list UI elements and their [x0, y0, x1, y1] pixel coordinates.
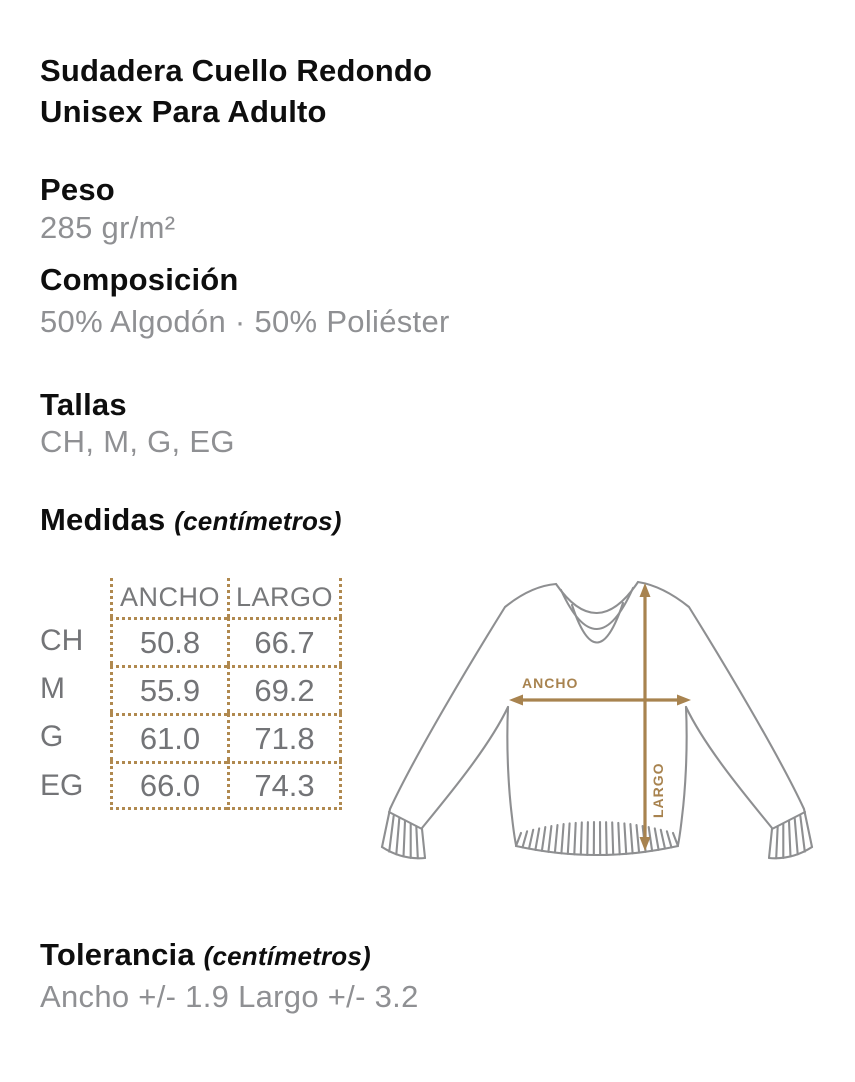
column-header-largo: LARGO: [227, 578, 342, 617]
value-g-largo: 71.8: [227, 713, 342, 761]
sweatshirt-outline: [380, 580, 814, 860]
composicion-heading: Composición: [40, 262, 239, 297]
length-measure-arrow: [639, 583, 651, 851]
tolerancia-heading-word: Tolerancia: [40, 937, 195, 972]
medidas-heading: Medidas (centímetros): [40, 502, 342, 538]
tolerancia-heading: Tolerancia (centímetros): [40, 937, 371, 973]
table-corner-cell: [40, 578, 110, 617]
tallas-value: CH, M, G, EG: [40, 424, 235, 459]
size-table: ANCHO LARGO CH 50.8 66.7 M 55.9 69.2 G 6…: [40, 578, 342, 810]
page-title: Sudadera Cuello Redondo Unisex Para Adul…: [40, 50, 432, 132]
page-title-line1: Sudadera Cuello Redondo: [40, 53, 433, 88]
tallas-heading: Tallas: [40, 387, 127, 422]
row-label-g: G: [40, 720, 64, 753]
value-m-largo: 69.2: [227, 665, 342, 713]
row-label-eg: EG: [40, 768, 84, 802]
composicion-value: 50% Algodón · 50% Poliéster: [40, 304, 450, 339]
value-m-ancho: 55.9: [110, 665, 227, 713]
page-title-line2: Unisex Para Adulto: [40, 94, 327, 129]
value-eg-largo: 74.3: [227, 761, 342, 810]
value-g-ancho: 61.0: [110, 713, 227, 761]
column-header-ancho: ANCHO: [110, 578, 227, 617]
width-measure-arrow: [509, 694, 691, 706]
row-label-ch: CH: [40, 624, 84, 657]
tolerancia-unit-note: (centímetros): [203, 941, 371, 971]
value-ch-ancho: 50.8: [110, 617, 227, 665]
medidas-heading-word: Medidas: [40, 502, 166, 537]
row-label-m: M: [40, 672, 65, 705]
peso-value: 285 gr/m²: [40, 210, 176, 245]
medidas-unit-note: (centímetros): [174, 506, 342, 536]
tolerancia-value: Ancho +/- 1.9 Largo +/- 3.2: [40, 979, 419, 1014]
value-eg-ancho: 66.0: [110, 761, 227, 810]
sweater-measurement-diagram: ANCHO LARGO: [380, 580, 814, 860]
width-measure-label: ANCHO: [522, 675, 578, 691]
peso-heading: Peso: [40, 172, 115, 207]
length-measure-label: LARGO: [650, 762, 666, 818]
value-ch-largo: 66.7: [227, 617, 342, 665]
